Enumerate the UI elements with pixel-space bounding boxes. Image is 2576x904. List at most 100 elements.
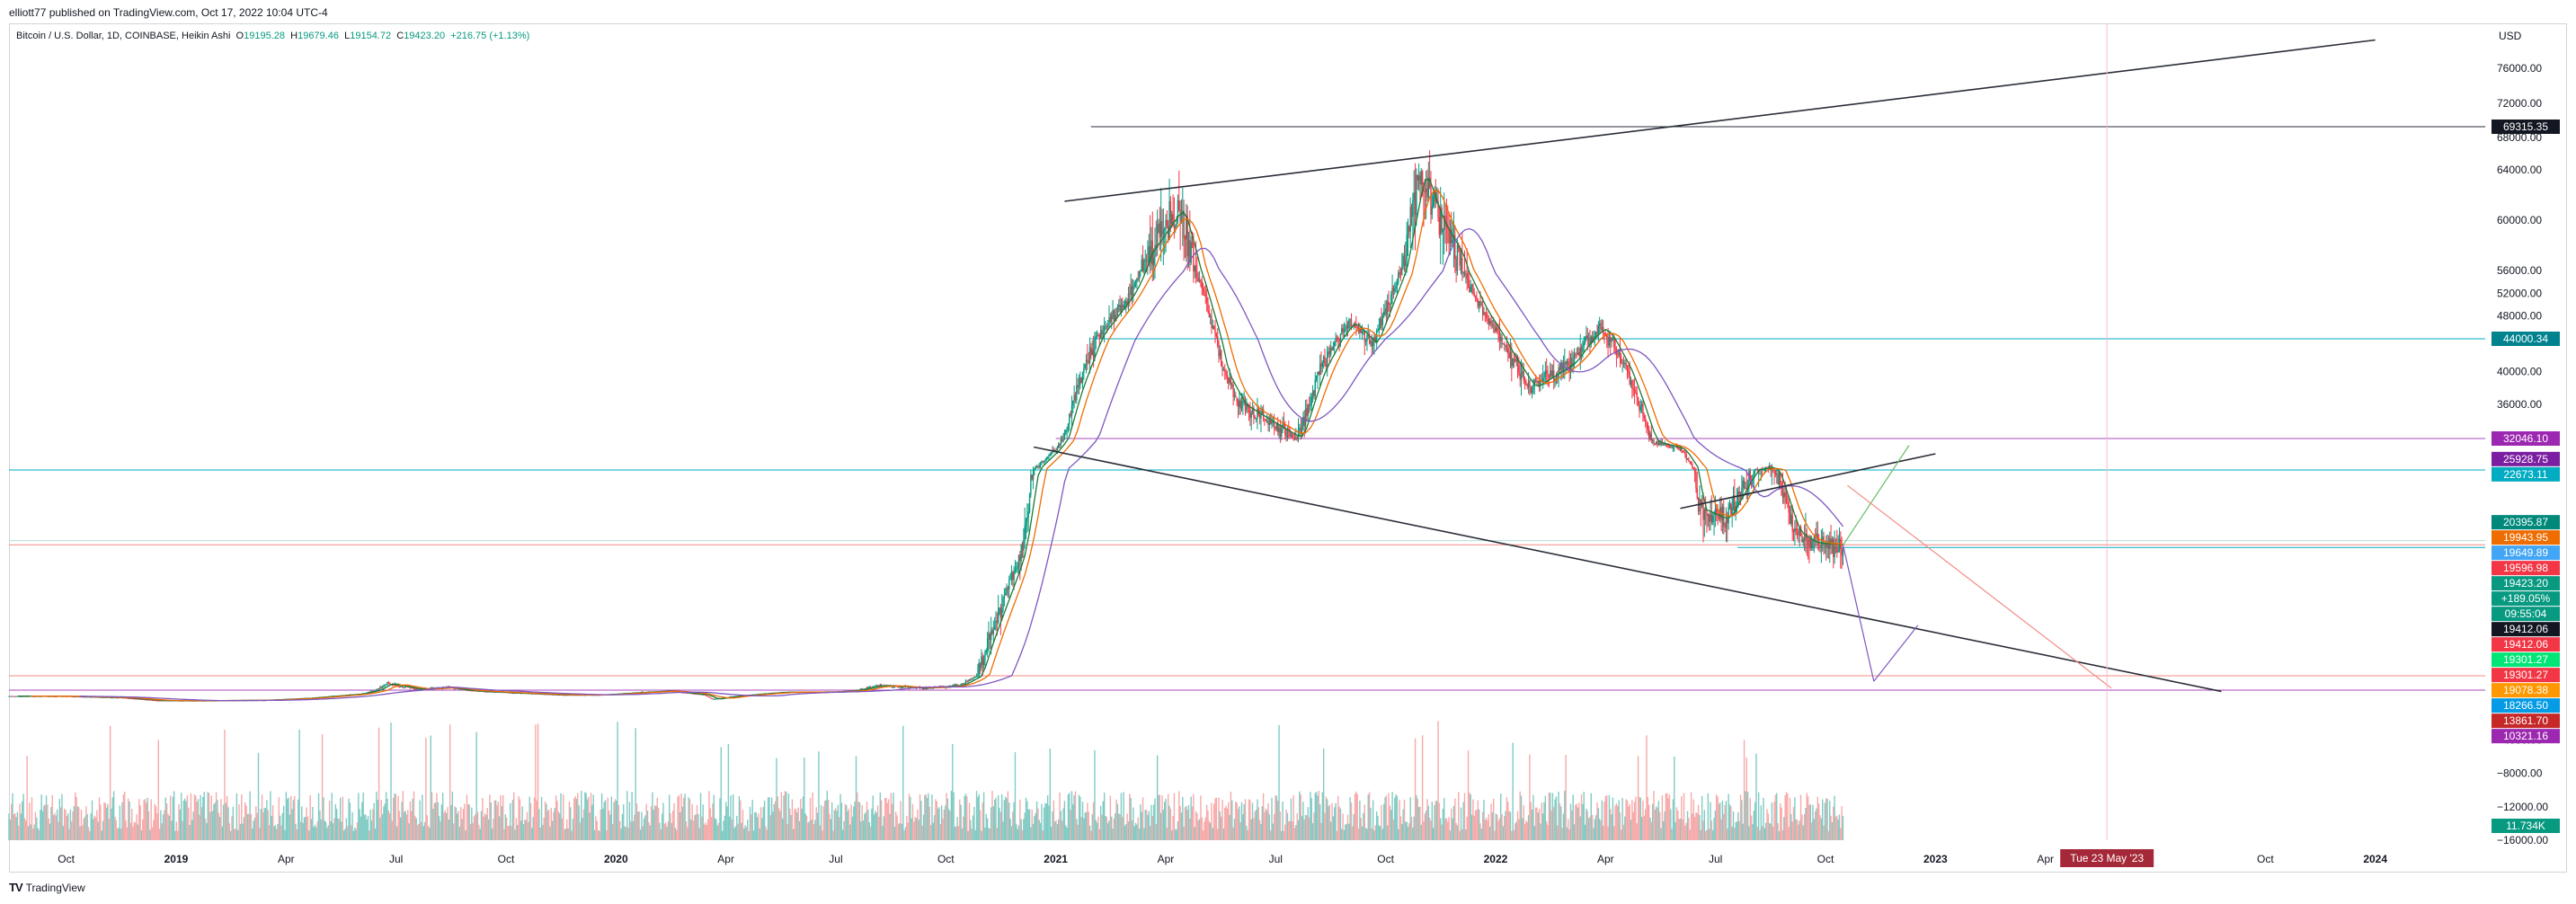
volume-bar xyxy=(1356,793,1358,840)
chart-frame[interactable] xyxy=(9,23,2567,873)
volume-bar xyxy=(1215,797,1218,840)
candle-body xyxy=(1541,378,1544,383)
volume-bar xyxy=(593,829,596,840)
candle-body xyxy=(880,685,883,687)
volume-bar xyxy=(1739,794,1742,840)
volume-bar xyxy=(961,828,964,840)
volume-bar xyxy=(1155,823,1158,840)
volume-bar xyxy=(15,817,17,840)
volume-bar xyxy=(411,811,413,840)
volume-bar xyxy=(1417,798,1418,840)
volume-bar xyxy=(210,795,212,840)
volume-bar xyxy=(1774,794,1777,840)
volume-bar xyxy=(1039,822,1042,840)
volume-bar xyxy=(641,811,643,840)
volume-bar xyxy=(486,807,488,840)
candle-body xyxy=(1003,595,1006,598)
volume-bar xyxy=(1108,820,1110,840)
candle-body xyxy=(1331,348,1333,350)
x-tick-label: Oct xyxy=(1377,853,1394,865)
volume-bar xyxy=(116,828,119,840)
ma-line-0 xyxy=(17,178,1843,702)
volume-bar xyxy=(1173,793,1176,840)
volume-bar xyxy=(1696,812,1698,840)
volume-bar xyxy=(1795,819,1797,840)
volume-bar xyxy=(709,808,711,840)
volume-bar xyxy=(801,809,803,840)
close-value: 19423.20 xyxy=(404,31,446,41)
candle-body xyxy=(1704,509,1707,511)
price-badge xyxy=(2492,713,2560,729)
volume-bar xyxy=(275,829,278,840)
volume-bar xyxy=(736,815,738,840)
volume-bar xyxy=(1806,793,1808,840)
candle-body xyxy=(395,684,397,687)
candle-body xyxy=(1555,376,1558,380)
candle-body xyxy=(1065,430,1067,433)
volume-bar xyxy=(1573,824,1576,840)
y-tick-label: 52000.00 xyxy=(2497,287,2542,299)
volume-bar xyxy=(1352,826,1354,840)
volume-bar xyxy=(489,794,491,840)
volume-bar xyxy=(1272,823,1275,840)
volume-bar xyxy=(487,819,490,840)
volume-bar xyxy=(1002,821,1004,840)
volume-bar xyxy=(432,808,434,840)
candle-body xyxy=(90,696,92,698)
volume-bar xyxy=(126,827,129,840)
volume-bar xyxy=(49,823,51,840)
volume-bar xyxy=(1251,802,1254,840)
candle-body xyxy=(1504,343,1506,346)
volume-bar xyxy=(1331,802,1333,840)
volume-bar xyxy=(184,798,186,840)
volume-bar xyxy=(1373,830,1375,840)
volume-bar xyxy=(1668,794,1671,840)
candle-body xyxy=(1583,341,1585,347)
volume-bar xyxy=(966,796,968,840)
tradingview-logo[interactable]: TV xyxy=(9,881,23,894)
volume-bar xyxy=(1778,830,1781,840)
volume-bar xyxy=(582,809,585,840)
symbol-title[interactable]: Bitcoin / U.S. Dollar, 1D, COINBASE, Hei… xyxy=(16,31,231,41)
candle-body xyxy=(1796,530,1799,535)
candle-body xyxy=(985,650,987,652)
volume-bar xyxy=(857,802,859,840)
volume-bar xyxy=(772,811,774,840)
candle-body xyxy=(1533,379,1535,386)
volume-bar xyxy=(815,807,817,840)
volume-bar xyxy=(588,796,590,840)
volume-bar xyxy=(1026,801,1028,840)
volume-bar xyxy=(791,799,794,840)
candle-body xyxy=(1186,215,1188,257)
candle-body xyxy=(109,697,111,699)
volume-bar xyxy=(985,813,987,840)
volume-bar xyxy=(47,804,49,840)
volume-bar xyxy=(218,812,219,840)
volume-bar xyxy=(948,809,950,840)
volume-bar xyxy=(381,814,384,840)
volume-bar xyxy=(844,803,847,840)
volume-bar xyxy=(761,818,763,840)
volume-bar xyxy=(193,794,196,840)
trendlines xyxy=(1034,39,2376,693)
volume-bar xyxy=(1046,795,1049,840)
volume-bar xyxy=(967,830,969,840)
volume-bar xyxy=(1129,793,1131,840)
volume-bar xyxy=(827,800,830,840)
volume-bar xyxy=(525,820,527,840)
volume-bar xyxy=(740,800,742,840)
volume-bar xyxy=(139,805,141,840)
candle-body xyxy=(968,679,971,681)
candle-body xyxy=(1219,350,1221,357)
x-tick-label: Oct xyxy=(1817,853,1834,865)
volume-bar xyxy=(955,826,957,840)
candle-body xyxy=(1189,240,1191,263)
volume-bar xyxy=(1785,792,1788,840)
candle-body xyxy=(1387,301,1389,315)
volume-bar xyxy=(853,806,855,840)
volume-bar xyxy=(1041,803,1043,840)
volume-bar xyxy=(932,822,934,840)
candle-body xyxy=(1525,382,1527,385)
volume-bar xyxy=(1445,818,1448,840)
